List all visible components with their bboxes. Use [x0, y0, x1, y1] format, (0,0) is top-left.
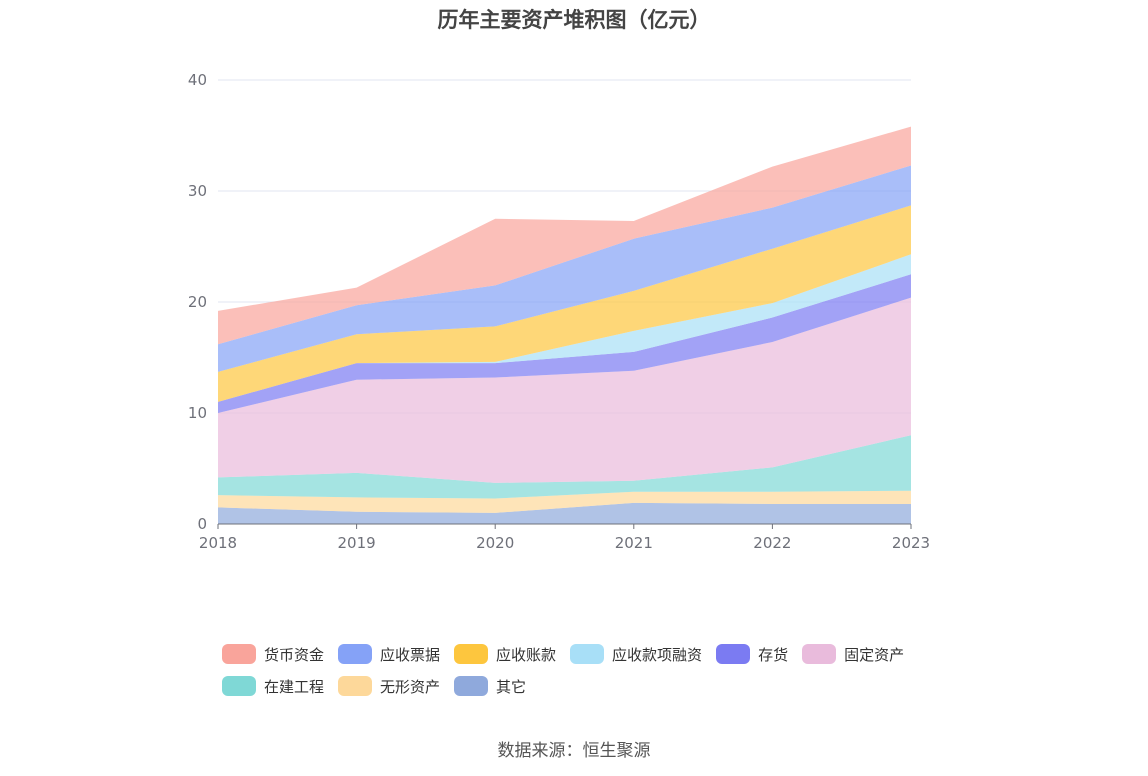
area-series-0	[218, 502, 911, 524]
y-tick-label: 40	[188, 71, 207, 89]
legend-label: 无形资产	[380, 677, 441, 696]
legend-swatch	[802, 644, 837, 664]
legend-label: 存货	[758, 645, 789, 664]
legend-swatch	[454, 676, 489, 696]
legend-row: 货币资金 应收票据 应收账款 应收款项融资 存货 固定资产	[222, 638, 942, 670]
area-series-8	[218, 126, 911, 345]
area-series-6	[218, 205, 911, 402]
area-series-1	[218, 490, 911, 513]
legend-swatch	[570, 644, 605, 664]
legend-row: 在建工程 无形资产 其它	[222, 670, 942, 702]
source-note: 数据来源：恒生聚源	[497, 741, 651, 761]
y-tick-label: 30	[188, 182, 207, 200]
legend-label: 固定资产	[844, 645, 905, 664]
legend-item[interactable]: 无形资产	[338, 676, 440, 697]
legend-item[interactable]: 其它	[454, 676, 526, 697]
legend-label: 在建工程	[264, 677, 325, 696]
legend-item[interactable]: 应收账款	[454, 644, 556, 665]
x-tick-label: 2021	[615, 534, 653, 552]
area-series-4	[218, 274, 911, 413]
legend-swatch	[338, 676, 373, 696]
x-tick-label: 2023	[892, 534, 930, 552]
x-tick-label: 2018	[199, 534, 237, 552]
legend-item[interactable]: 固定资产	[802, 644, 904, 665]
legend-item[interactable]: 货币资金	[222, 644, 324, 665]
legend-item[interactable]: 存货	[716, 644, 788, 665]
legend-swatch	[338, 644, 373, 664]
area-series-layer	[218, 126, 911, 524]
legend-label: 其它	[496, 677, 527, 696]
stacked-area-chart: 0 10 20 30 40 2018 2019 2020 2021 2022 2023	[188, 71, 930, 552]
legend-item[interactable]: 应收款项融资	[570, 644, 702, 665]
legend-label: 应收票据	[380, 645, 441, 664]
legend-swatch	[222, 676, 256, 696]
legend-swatch	[454, 644, 489, 664]
x-tick-label: 2020	[476, 534, 514, 552]
legend-label: 货币资金	[264, 645, 325, 664]
legend-swatch	[716, 644, 751, 664]
area-series-7	[218, 165, 911, 372]
legend-item[interactable]: 应收票据	[338, 644, 440, 665]
y-tick-label: 20	[188, 293, 207, 311]
legend: 货币资金 应收票据 应收账款 应收款项融资 存货 固定资产 在建工程 无形资产 其它	[222, 638, 942, 702]
legend-item[interactable]: 在建工程	[222, 676, 324, 697]
axes: 0 10 20 30 40 2018 2019 2020 2021 2022 2023	[188, 71, 930, 552]
chart-title: 历年主要资产堆积图（亿元）	[437, 8, 711, 32]
area-series-3	[218, 297, 911, 483]
y-tick-label: 0	[197, 515, 207, 533]
legend-label: 应收账款	[496, 645, 557, 664]
area-series-2	[218, 435, 911, 499]
legend-swatch	[222, 644, 256, 664]
x-tick-label: 2019	[338, 534, 376, 552]
y-tick-label: 10	[188, 404, 207, 422]
legend-label: 应收款项融资	[612, 645, 703, 664]
x-tick-label: 2022	[753, 534, 791, 552]
